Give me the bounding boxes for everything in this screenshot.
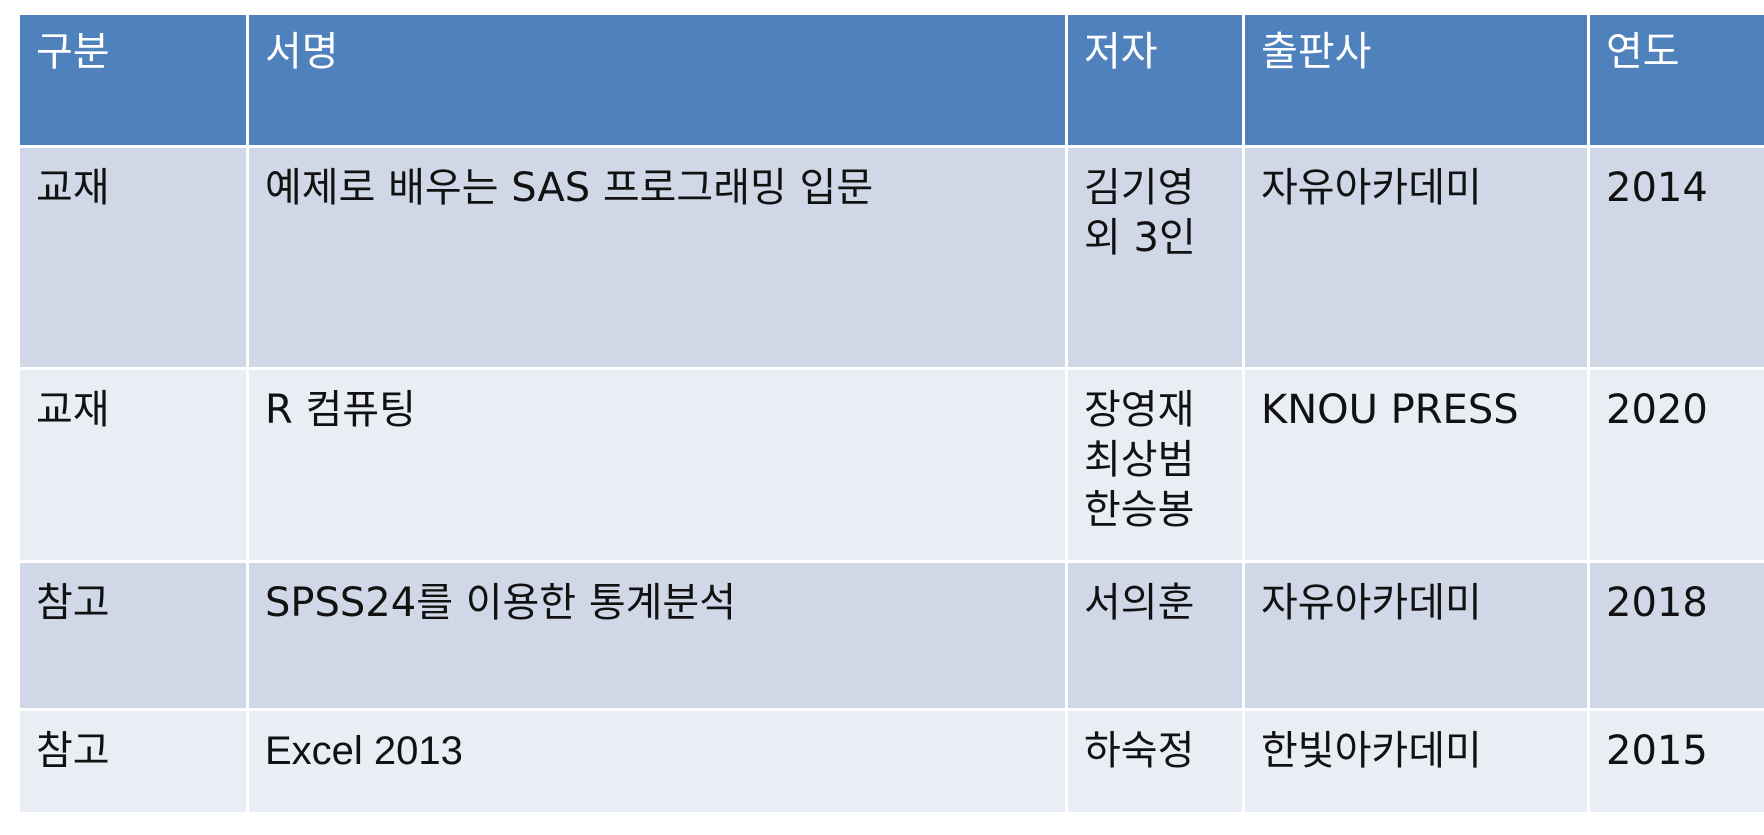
cell-title: R 컴퓨팅 [246, 367, 1068, 563]
cell-author: 김기영 외 3인 [1065, 145, 1245, 370]
cell-title: Excel 2013 [246, 708, 1068, 815]
table-row: 교재 예제로 배우는 SAS 프로그래밍 입문 김기영 외 3인 자유아카데미 … [17, 145, 1764, 370]
header-year: 연도 [1587, 12, 1764, 148]
header-author: 저자 [1065, 12, 1245, 148]
author-name: 한승봉 [1084, 487, 1195, 533]
header-title: 서명 [246, 12, 1068, 148]
cell-category: 교재 [17, 367, 249, 563]
author-name: 외 3인 [1084, 215, 1196, 261]
table-header-row: 구분 서명 저자 출판사 연도 [17, 12, 1764, 148]
header-category: 구분 [17, 12, 249, 148]
cell-author: 장영재 최상범 한승봉 [1065, 367, 1245, 563]
cell-category: 교재 [17, 145, 249, 370]
author-name: 서의훈 [1084, 580, 1195, 626]
cell-publisher: 자유아카데미 [1242, 145, 1590, 370]
cell-year: 2018 [1587, 560, 1764, 711]
author-name: 최상범 [1084, 437, 1195, 483]
table-row: 참고 Excel 2013 하숙정 한빛아카데미 2015 [17, 708, 1764, 815]
author-name: 장영재 [1084, 387, 1195, 433]
cell-publisher: 자유아카데미 [1242, 560, 1590, 711]
cell-publisher: KNOU PRESS [1242, 367, 1590, 563]
cell-author: 서의훈 [1065, 560, 1245, 711]
cell-year: 2020 [1587, 367, 1764, 563]
cell-category: 참고 [17, 708, 249, 815]
header-publisher: 출판사 [1242, 12, 1590, 148]
author-name: 하숙정 [1084, 728, 1195, 774]
cell-category: 참고 [17, 560, 249, 711]
cell-title: SPSS24를 이용한 통계분석 [246, 560, 1068, 711]
reading-list-table: 구분 서명 저자 출판사 연도 교재 예제로 배우는 SAS 프로그래밍 입문 … [17, 12, 1764, 815]
cell-title: 예제로 배우는 SAS 프로그래밍 입문 [246, 145, 1068, 370]
table-row: 참고 SPSS24를 이용한 통계분석 서의훈 자유아카데미 2018 [17, 560, 1764, 711]
cell-year: 2014 [1587, 145, 1764, 370]
table-row: 교재 R 컴퓨팅 장영재 최상범 한승봉 KNOU PRESS 2020 [17, 367, 1764, 563]
cell-publisher: 한빛아카데미 [1242, 708, 1590, 815]
cell-author: 하숙정 [1065, 708, 1245, 815]
author-name: 김기영 [1084, 165, 1195, 211]
cell-year: 2015 [1587, 708, 1764, 815]
